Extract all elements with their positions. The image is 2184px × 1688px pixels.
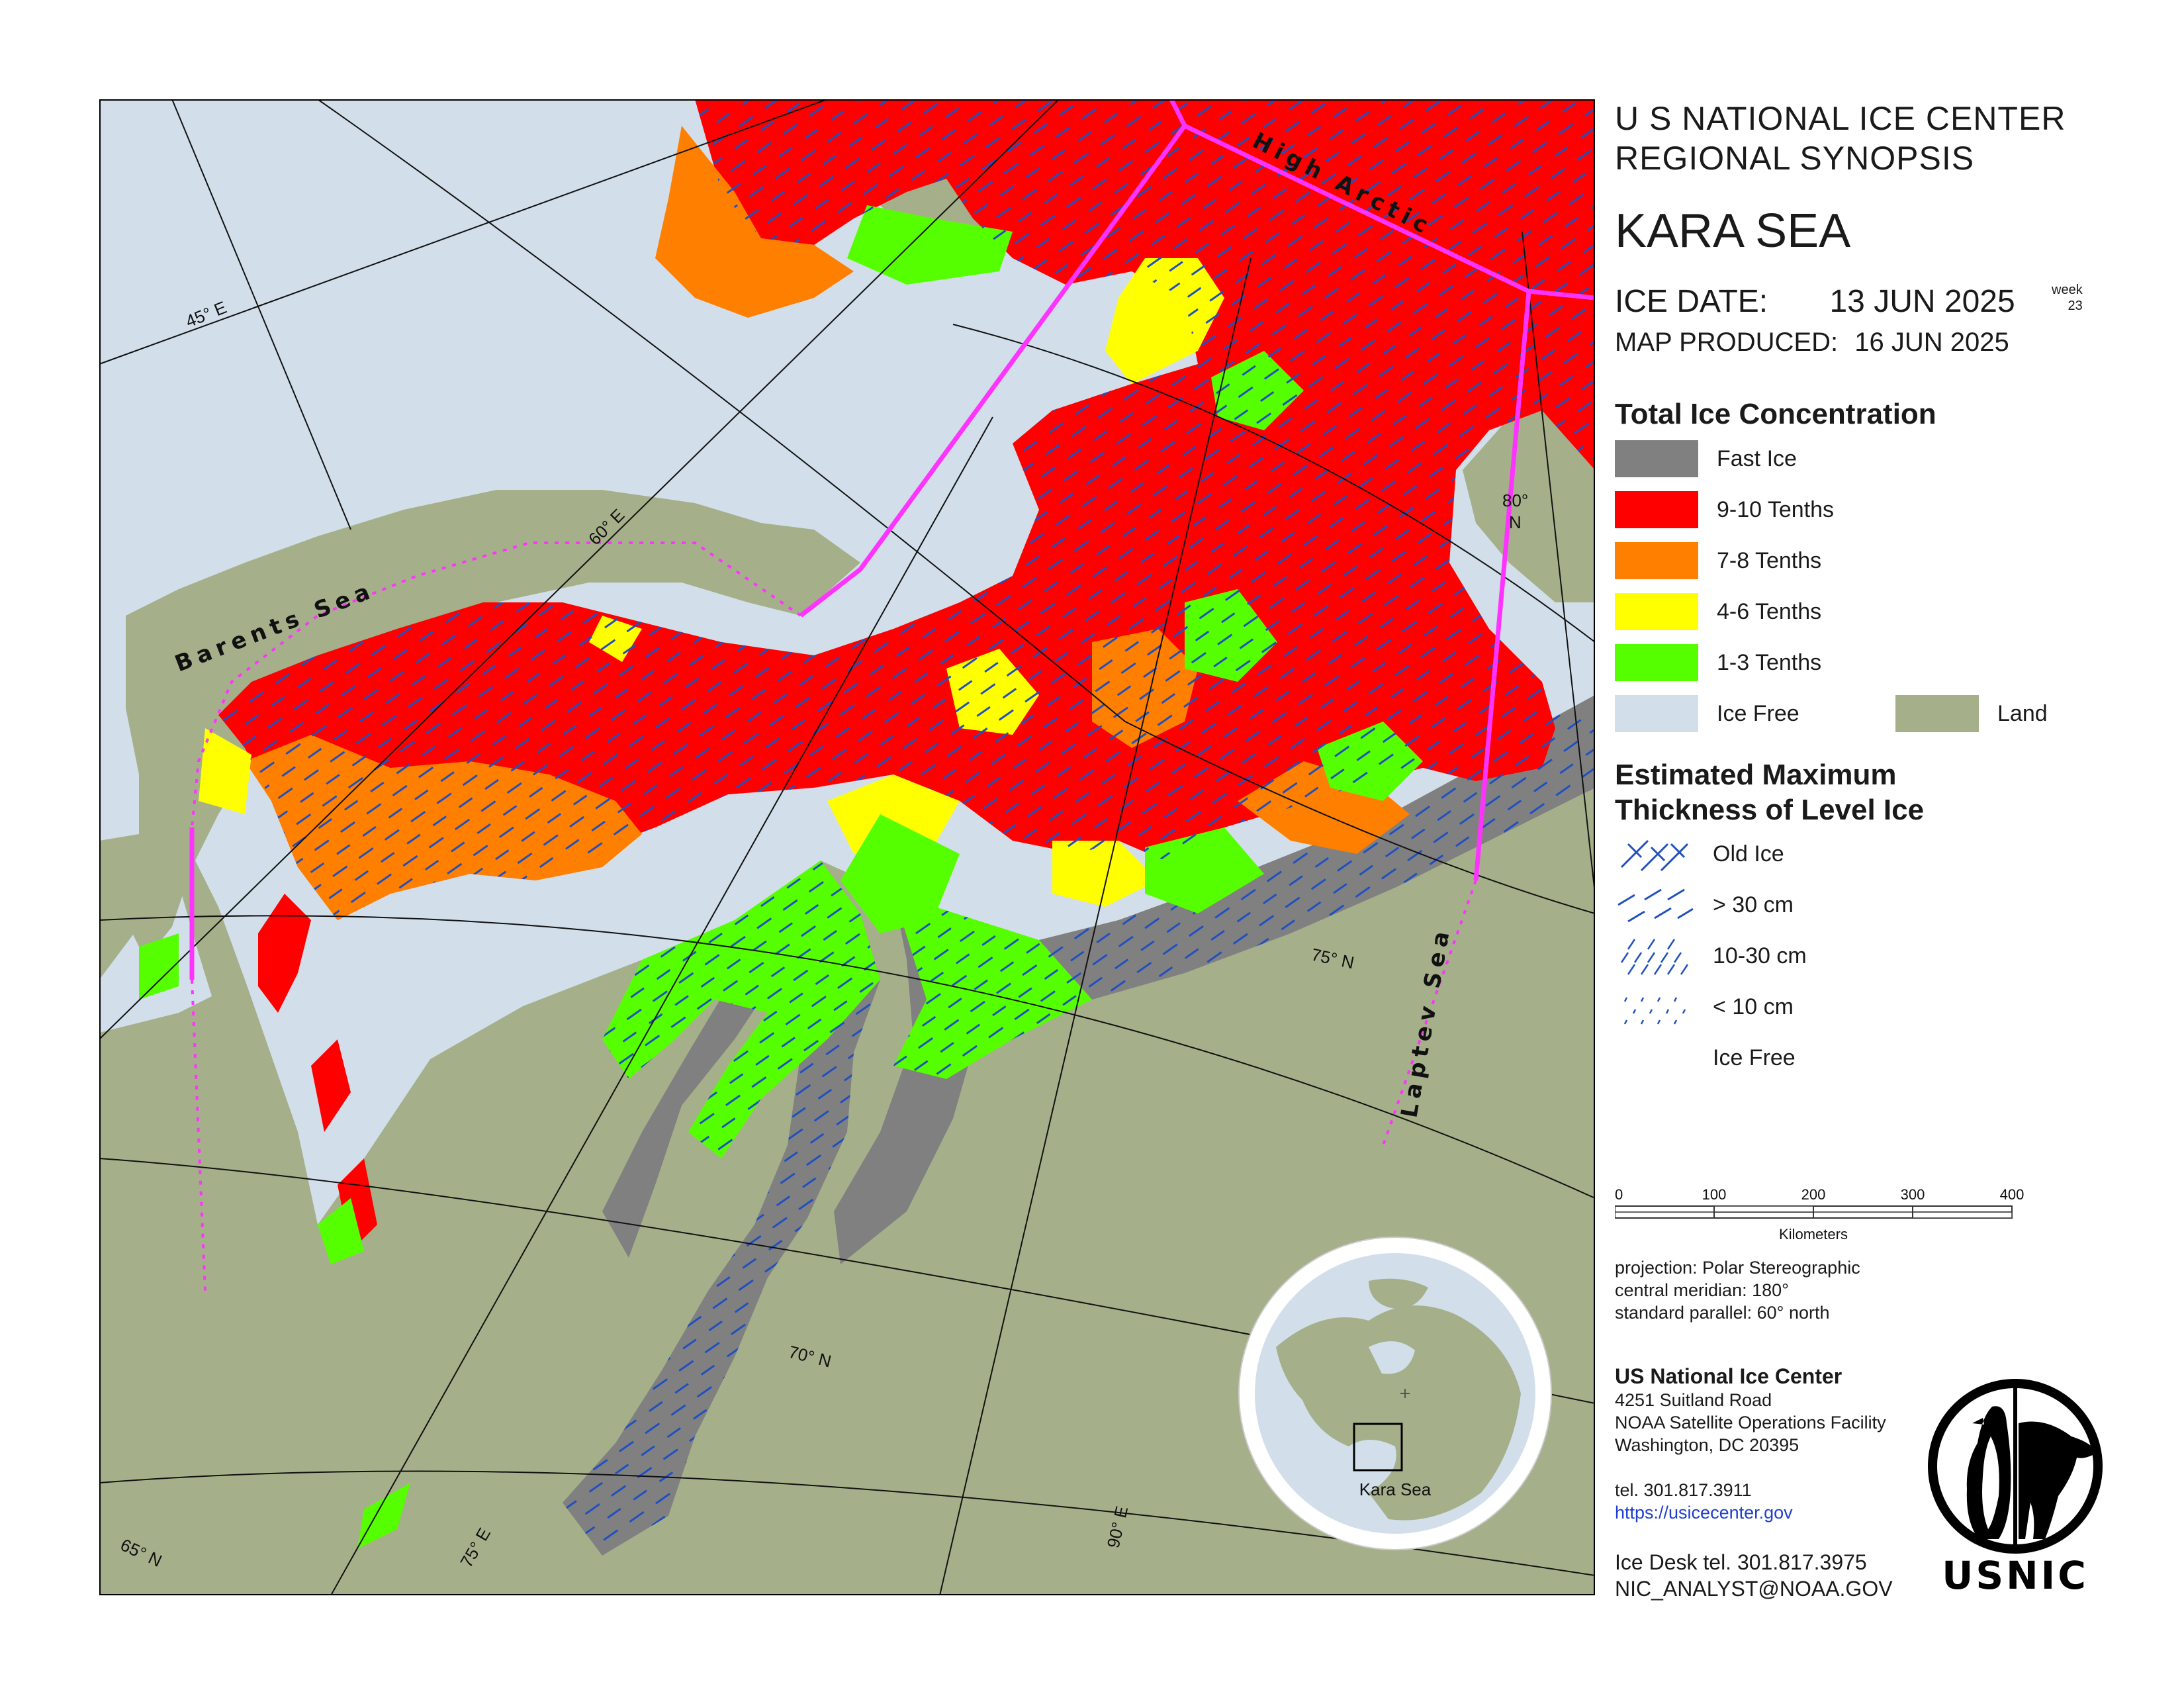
swatch-fast-ice: [1615, 440, 1698, 477]
hatch-pack: [218, 99, 1595, 920]
scale-tick-200: 200: [1801, 1186, 1826, 1203]
legend-item-old-ice: Old Ice: [1615, 834, 1784, 874]
legend-label: 7-8 Tenths: [1717, 547, 1822, 573]
scale-tick-400: 400: [2000, 1186, 2025, 1203]
land-peninsula: [99, 827, 318, 1264]
thickness-legend-title-1: Estimated Maximum: [1615, 759, 1897, 791]
pattern-none: [1615, 1038, 1694, 1078]
contact-org: US National Ice Center: [1615, 1364, 1843, 1388]
projection-line3: standard parallel: 60° north: [1615, 1303, 1830, 1323]
usnic-logo: USNIC: [1928, 1379, 2103, 1595]
projection-line1: projection: Polar Stereographic: [1615, 1258, 1860, 1278]
agency-line1: U S NATIONAL ICE CENTER: [1615, 100, 2066, 137]
projection-info: projection: Polar Stereographic central …: [1615, 1256, 1860, 1324]
swatch-ice-free: [1615, 695, 1698, 732]
inset-globe: Kara Sea: [1238, 1237, 1552, 1550]
agency-line2: REGIONAL SYNOPSIS: [1615, 140, 1975, 177]
swatch-4-6: [1615, 593, 1698, 630]
legend-label: < 10 cm: [1713, 994, 1794, 1019]
ice-date-value: 13 JUN 2025: [1829, 284, 2015, 319]
inset-kara-box: [1353, 1423, 1403, 1472]
contact-address3: Washington, DC 20395: [1615, 1435, 1799, 1455]
legend-item-thick-ice-free: Ice Free: [1615, 1038, 1796, 1078]
contact-url-link[interactable]: https://usicecenter.gov: [1615, 1503, 1793, 1523]
legend-label: Fast Ice: [1717, 445, 1797, 471]
legend-item-fast-ice: Fast Ice: [1615, 440, 1797, 477]
scale-tick-300: 300: [1901, 1186, 1925, 1203]
logo-text: USNIC: [1942, 1553, 2089, 1595]
scale-unit: Kilometers: [1779, 1226, 1848, 1243]
swatch-7-8: [1615, 542, 1698, 579]
contact-address2: NOAA Satellite Operations Facility: [1615, 1413, 1886, 1432]
legend-item-thick-10-30: 10-30 cm: [1615, 936, 1807, 976]
graticule: [99, 99, 1595, 1595]
ice-desk-tel: Ice Desk tel. 301.817.3975: [1615, 1550, 1867, 1574]
scale-tick-0: 0: [1615, 1186, 1623, 1203]
pattern-old-ice: [1620, 839, 1689, 872]
ice-4-6: [199, 258, 1224, 907]
ice-map-svg: Barents Sea High Arctic Laptev Sea 45° E…: [99, 99, 1595, 1595]
week-number: 23: [2068, 299, 2083, 313]
legend-label: Old Ice: [1713, 841, 1784, 867]
contact-address1: 4251 Suitland Road: [1615, 1390, 1772, 1410]
legend-item-thick-30: > 30 cm: [1615, 885, 1794, 925]
land-novaya-zemlya: [119, 490, 860, 960]
legend-item-9-10: 9-10 Tenths: [1615, 491, 1834, 528]
inset-land: [1276, 1278, 1521, 1521]
legend-label: Ice Free: [1713, 1045, 1796, 1070]
label-lat-80-n: N: [1509, 512, 1522, 532]
map-border: [99, 99, 1595, 1595]
legend-item-7-8: 7-8 Tenths: [1615, 542, 1821, 579]
swatch-9-10: [1615, 491, 1698, 528]
ice-date-label: ICE DATE:: [1615, 284, 1768, 319]
legend-item-1-3: 1-3 Tenths: [1615, 644, 1821, 681]
pattern-dots: [1623, 997, 1686, 1025]
polar-bear-icon: [2019, 1421, 2097, 1539]
scale-bar: 0 100 200 300 400 Kilometers: [1615, 1186, 2025, 1243]
map-produced-line: MAP PRODUCED: 16 JUN 2025: [1615, 328, 2009, 357]
inset-kara-label: Kara Sea: [1359, 1479, 1432, 1499]
legend-label: Ice Free: [1717, 700, 1799, 726]
legend-item-land: Land: [1895, 695, 2048, 732]
ice-9-10-bay: [258, 894, 377, 1251]
legend-label: > 30 cm: [1713, 892, 1794, 917]
boundary-dotted-laptev: [1382, 880, 1477, 1146]
ice-desk-info: Ice Desk tel. 301.817.3975 NIC_ANALYST@N…: [1615, 1549, 1893, 1602]
ice-date-line: ICE DATE: 13 JUN 2025: [1615, 283, 2015, 320]
legend-label: 9-10 Tenths: [1717, 496, 1835, 522]
legend-label: 10-30 cm: [1713, 943, 1807, 968]
concentration-legend-title: Total Ice Concentration: [1615, 398, 1936, 430]
week-indicator: week 23: [2052, 282, 2083, 314]
map-produced-label: MAP PRODUCED:: [1615, 328, 1839, 357]
swatch-1-3: [1615, 644, 1698, 681]
label-lat-80-deg: 80°: [1502, 491, 1528, 510]
legend-label: 1-3 Tenths: [1717, 649, 1822, 675]
ice-1-3-yamal-tip: [318, 1198, 364, 1264]
region-title: KARA SEA: [1615, 205, 1851, 258]
week-label: week: [2052, 283, 2083, 297]
boundary-solid: [799, 99, 1188, 618]
projection-line2: central meridian: 180°: [1615, 1280, 1789, 1300]
hatch-gulf: [563, 695, 1595, 1556]
ice-desk-email: NIC_ANALYST@NOAA.GOV: [1615, 1577, 1893, 1601]
boundary-laptev: [1473, 291, 1531, 881]
legend-item-4-6: 4-6 Tenths: [1615, 593, 1821, 630]
legend-label: 4-6 Tenths: [1717, 598, 1822, 624]
swatch-land: [1895, 695, 1979, 732]
legend-panel: U S NATIONAL ICE CENTER REGIONAL SYNOPSI…: [1615, 99, 2158, 1601]
legend-item-ice-free: Ice Free: [1615, 695, 1799, 732]
thickness-legend-title-2: Thickness of Level Ice: [1615, 794, 1925, 826]
pattern-long-dash: [1617, 888, 1694, 923]
contact-tel: tel. 301.817.3911: [1615, 1480, 1752, 1500]
map-produced-value: 16 JUN 2025: [1854, 328, 2009, 357]
scale-tick-100: 100: [1702, 1186, 1727, 1203]
pattern-short-dash: [1620, 939, 1689, 975]
legend-label: Land: [1997, 700, 2048, 726]
ice-map[interactable]: Barents Sea High Arctic Laptev Sea 45° E…: [99, 99, 1595, 1595]
legend-item-thick-lt-10: < 10 cm: [1615, 987, 1794, 1027]
region-boundaries: [189, 99, 1595, 1291]
contact-info: US National Ice Center 4251 Suitland Roa…: [1615, 1365, 1886, 1524]
